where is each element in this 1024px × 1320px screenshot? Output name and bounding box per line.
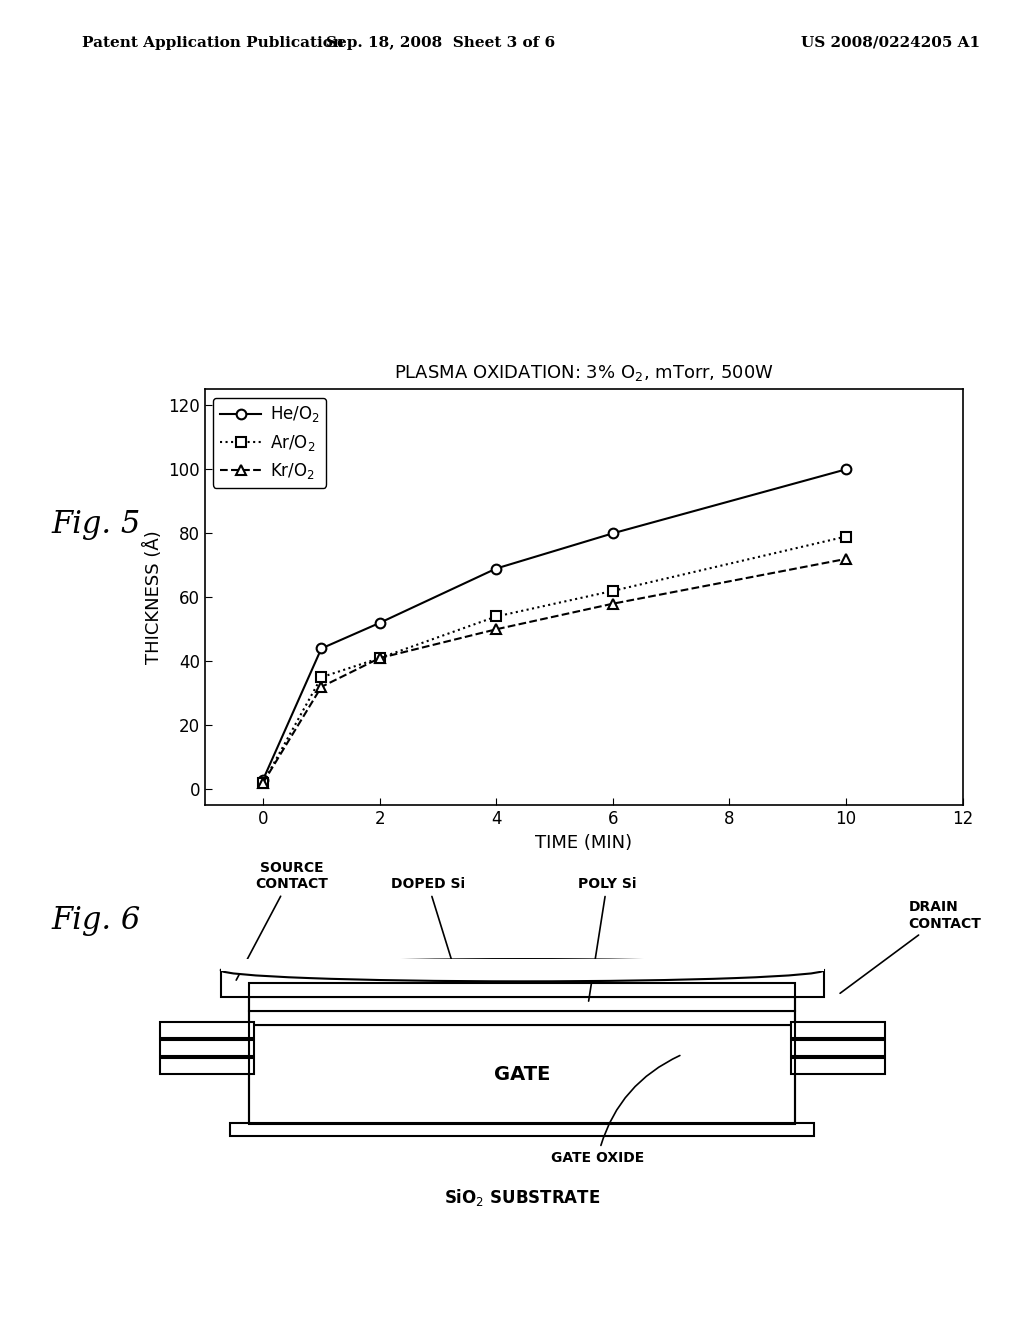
Kr/O$_2$: [315, 678, 328, 694]
Bar: [791, 1059, 885, 1074]
Text: DRAIN
CONTACT: DRAIN CONTACT: [840, 900, 981, 993]
Kr/O$_2$: [840, 550, 852, 566]
X-axis label: TIME (MIN): TIME (MIN): [536, 834, 632, 851]
Bar: [160, 1022, 254, 1038]
Text: Fig. 6: Fig. 6: [51, 906, 140, 936]
Text: SiO$_2$ SUBSTRATE: SiO$_2$ SUBSTRATE: [444, 1188, 600, 1208]
Line: Kr/O$_2$: Kr/O$_2$: [258, 554, 851, 788]
Legend: He/O$_2$, Ar/O$_2$, Kr/O$_2$: He/O$_2$, Ar/O$_2$, Kr/O$_2$: [213, 397, 327, 487]
Bar: [249, 1011, 796, 1024]
He/O$_2$: [315, 640, 328, 656]
Bar: [249, 982, 796, 1123]
Kr/O$_2$: [257, 775, 269, 791]
Bar: [249, 1024, 796, 1123]
Text: US 2008/0224205 A1: US 2008/0224205 A1: [802, 36, 980, 50]
Bar: [791, 1022, 885, 1038]
Ar/O$_2$: [606, 583, 618, 599]
Bar: [221, 970, 823, 998]
Bar: [221, 958, 823, 970]
Bar: [160, 1059, 254, 1074]
Text: Fig. 5: Fig. 5: [51, 510, 140, 540]
Text: POLY Si: POLY Si: [578, 876, 636, 1001]
Ar/O$_2$: [840, 528, 852, 544]
Title: PLASMA OXIDATION: 3% O$_2$, mTorr, 500W: PLASMA OXIDATION: 3% O$_2$, mTorr, 500W: [394, 363, 773, 383]
Text: GATE OXIDE: GATE OXIDE: [551, 1056, 680, 1164]
Kr/O$_2$: [374, 651, 386, 667]
He/O$_2$: [257, 772, 269, 788]
Text: DOPED Si: DOPED Si: [391, 876, 465, 973]
Kr/O$_2$: [606, 595, 618, 611]
Line: He/O$_2$: He/O$_2$: [258, 465, 851, 784]
Text: Patent Application Publication: Patent Application Publication: [82, 36, 344, 50]
Ar/O$_2$: [490, 609, 503, 624]
Bar: [230, 1122, 814, 1137]
Kr/O$_2$: [490, 622, 503, 638]
Bar: [249, 997, 796, 1011]
Ar/O$_2$: [374, 651, 386, 667]
Text: SOURCE
CONTACT: SOURCE CONTACT: [237, 861, 328, 981]
Ellipse shape: [221, 960, 823, 981]
He/O$_2$: [374, 615, 386, 631]
Bar: [160, 1040, 254, 1056]
He/O$_2$: [606, 525, 618, 541]
Ar/O$_2$: [257, 775, 269, 791]
Bar: [791, 1040, 885, 1056]
Ar/O$_2$: [315, 669, 328, 685]
He/O$_2$: [840, 462, 852, 478]
Text: GATE: GATE: [494, 1065, 551, 1084]
Line: Ar/O$_2$: Ar/O$_2$: [258, 532, 851, 788]
Text: Sep. 18, 2008  Sheet 3 of 6: Sep. 18, 2008 Sheet 3 of 6: [326, 36, 555, 50]
Y-axis label: THICKNESS (Å): THICKNESS (Å): [143, 531, 163, 664]
He/O$_2$: [490, 561, 503, 577]
